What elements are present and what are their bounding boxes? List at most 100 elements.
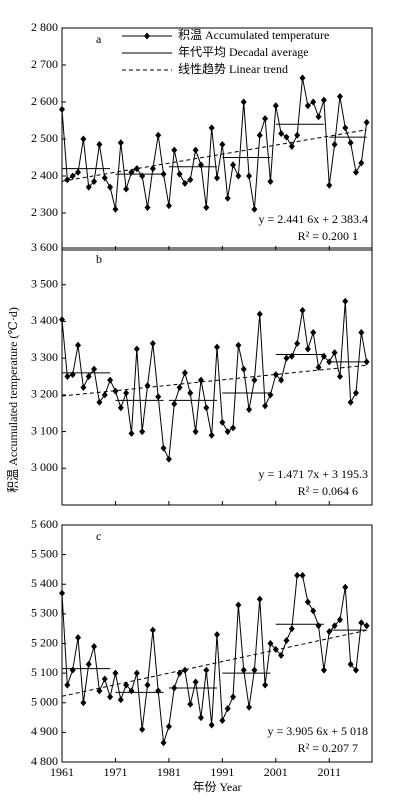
data-point bbox=[117, 139, 124, 147]
y-tick-label: 2 500 bbox=[31, 131, 58, 145]
data-point bbox=[197, 714, 204, 722]
data-point bbox=[181, 666, 188, 674]
data-point bbox=[267, 391, 274, 399]
data-point bbox=[288, 142, 295, 150]
data-point bbox=[283, 637, 290, 645]
data-point bbox=[294, 131, 301, 139]
equation: y = 1.471 7x + 3 195.3 bbox=[258, 467, 368, 481]
data-point bbox=[80, 135, 87, 143]
data-point bbox=[240, 666, 247, 674]
data-point bbox=[160, 739, 167, 747]
y-tick-label: 4 900 bbox=[31, 724, 58, 738]
data-point bbox=[219, 418, 226, 426]
data-point bbox=[320, 666, 327, 674]
data-point bbox=[363, 622, 370, 630]
data-point bbox=[240, 365, 247, 373]
plot-frame bbox=[61, 247, 373, 506]
data-point bbox=[123, 389, 130, 397]
data-point bbox=[149, 165, 156, 173]
data-point bbox=[107, 693, 114, 701]
data-point bbox=[107, 376, 114, 384]
data-point bbox=[117, 696, 124, 704]
data-point bbox=[165, 455, 172, 463]
x-tick-label: 2001 bbox=[264, 765, 288, 779]
data-point bbox=[149, 339, 156, 347]
x-axis-label: 年份 Year bbox=[192, 780, 241, 794]
data-point bbox=[128, 168, 135, 176]
data-point bbox=[336, 92, 343, 100]
data-point bbox=[69, 172, 76, 180]
y-tick-label: 2 700 bbox=[31, 57, 58, 71]
data-point bbox=[112, 387, 119, 395]
data-point bbox=[310, 98, 317, 106]
data-point bbox=[64, 373, 71, 380]
y-tick-label: 3 400 bbox=[31, 313, 58, 327]
data-point bbox=[176, 384, 183, 392]
y-tick-label: 2 400 bbox=[31, 168, 58, 182]
data-point bbox=[240, 98, 247, 106]
data-point bbox=[320, 352, 327, 360]
panel-label: a bbox=[96, 32, 102, 46]
data-point bbox=[59, 316, 65, 324]
data-point bbox=[112, 669, 119, 677]
data-point bbox=[256, 310, 263, 318]
data-point bbox=[326, 358, 333, 366]
data-point bbox=[342, 124, 349, 132]
data-point bbox=[256, 595, 263, 603]
data-point bbox=[176, 170, 183, 178]
data-point bbox=[262, 402, 269, 410]
x-tick-label: 1991 bbox=[210, 765, 234, 779]
data-point bbox=[160, 170, 167, 178]
data-point bbox=[85, 373, 92, 380]
data-point bbox=[352, 666, 359, 674]
y-tick-label: 3 200 bbox=[31, 387, 58, 401]
y-tick-label: 5 300 bbox=[31, 606, 58, 620]
data-point bbox=[315, 363, 322, 371]
data-point bbox=[363, 358, 370, 366]
data-point bbox=[75, 634, 82, 642]
data-point bbox=[203, 203, 210, 211]
data-point bbox=[85, 660, 92, 668]
data-point bbox=[133, 669, 140, 677]
data-point bbox=[251, 666, 258, 674]
data-point bbox=[192, 678, 199, 686]
data-point bbox=[352, 389, 359, 397]
data-point bbox=[155, 687, 162, 695]
data-point bbox=[246, 406, 253, 414]
data-point bbox=[171, 146, 178, 154]
data-point bbox=[59, 105, 65, 113]
data-point bbox=[288, 352, 295, 360]
data-point bbox=[272, 102, 279, 110]
data-point bbox=[96, 398, 103, 406]
data-point bbox=[171, 684, 178, 692]
data-point bbox=[283, 133, 290, 141]
data-point bbox=[315, 622, 322, 630]
data-point bbox=[197, 161, 204, 169]
y-tick-label: 5 500 bbox=[31, 546, 58, 560]
data-point bbox=[149, 626, 156, 634]
x-tick-label: 2011 bbox=[317, 765, 341, 779]
data-point bbox=[267, 178, 274, 186]
data-line bbox=[61, 77, 368, 210]
data-point bbox=[310, 328, 317, 336]
data-point bbox=[165, 202, 172, 210]
y-tick-label: 5 400 bbox=[31, 576, 58, 590]
data-point bbox=[107, 183, 114, 191]
panel-label: b bbox=[96, 252, 102, 266]
data-point bbox=[155, 131, 162, 139]
data-point bbox=[101, 675, 108, 683]
data-point bbox=[336, 616, 343, 624]
data-point bbox=[80, 699, 87, 707]
data-point bbox=[235, 601, 242, 609]
data-point bbox=[144, 203, 151, 211]
data-point bbox=[363, 118, 370, 126]
data-point bbox=[64, 176, 71, 184]
y-tick-label: 4 800 bbox=[31, 754, 58, 768]
data-point bbox=[69, 371, 76, 379]
y-tick-label: 2 300 bbox=[31, 205, 58, 219]
data-point bbox=[171, 400, 178, 408]
equation: y = 2.441 6x + 2 383.4 bbox=[258, 212, 368, 226]
data-point bbox=[75, 341, 82, 349]
data-point bbox=[272, 645, 279, 653]
